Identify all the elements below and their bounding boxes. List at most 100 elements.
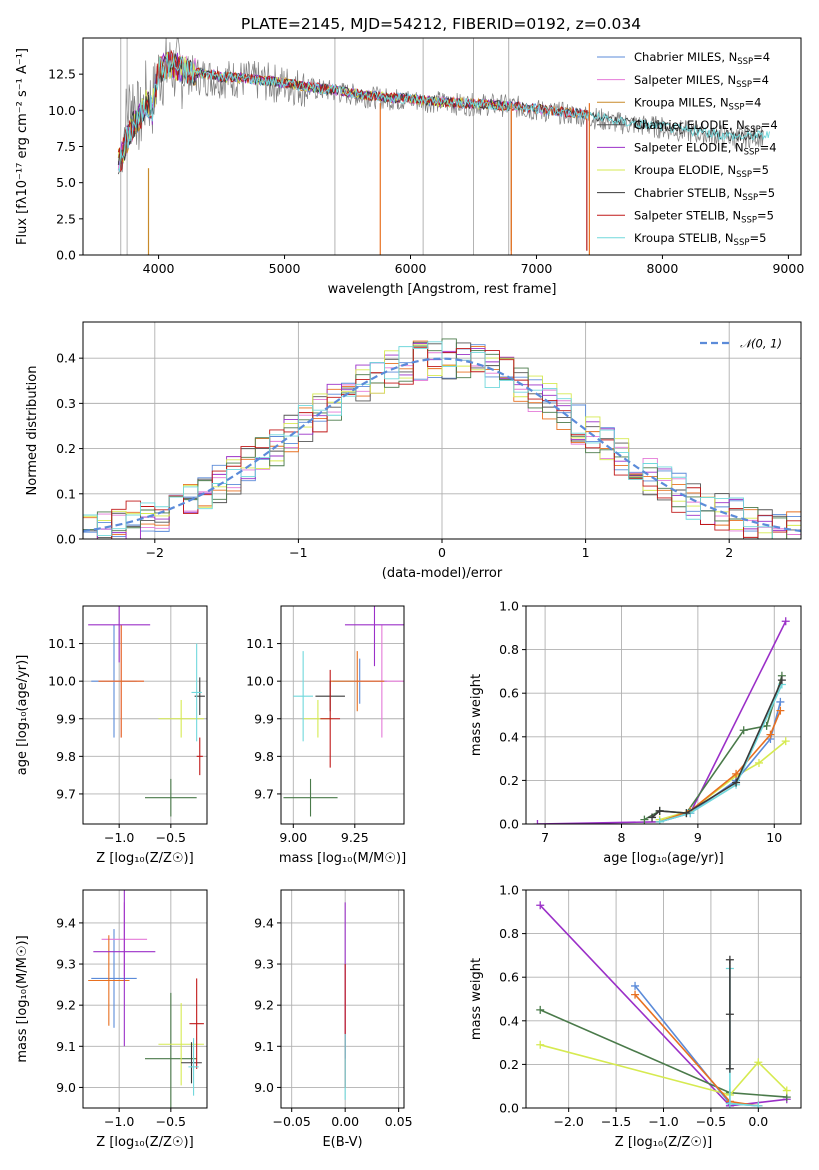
x-tick-label: 0 (438, 545, 446, 560)
weight-marker (781, 617, 790, 626)
x-tick-label: 2 (725, 545, 733, 560)
weight-line (659, 701, 782, 823)
x-axis-label: wavelength [Angstrom, rest frame] (328, 282, 557, 297)
axes-frame (280, 889, 405, 1109)
weight-marker (682, 809, 691, 818)
legend-label-tail: =5 (758, 186, 775, 200)
weight-marker (533, 820, 542, 824)
y-tick-label: 9.2 (254, 998, 274, 1013)
legend-label-main: Salpeter ELODIE, N (634, 141, 744, 155)
x-tick-label: −2.0 (553, 1114, 583, 1129)
y-tick-label: 0.1 (56, 486, 76, 501)
y-tick-label: 0.8 (499, 926, 519, 941)
panel-spectrum: 4000 5000 6000 7000 8000 9000 0.0 2.5 5.0 7.5 10.0… (15, 37, 804, 297)
axes-frame (82, 889, 208, 1109)
plot-area (88, 890, 204, 1108)
legend-label: Kroupa ELODIE, NSSP=5 (634, 163, 769, 180)
y-tick-label: 9.0 (56, 1080, 76, 1095)
weight-line (634, 994, 759, 1107)
y-tick-label: 0.6 (499, 686, 519, 701)
x-tick-label: −0.05 (273, 1114, 311, 1129)
legend-label: 𝒩(0, 1) (740, 337, 782, 351)
y-tick-label: 10.0 (48, 103, 76, 118)
legend-label: Salpeter MILES, NSSP=4 (634, 73, 769, 90)
y-tick-label: 0.2 (499, 773, 519, 788)
weight-marker (732, 769, 741, 778)
residual-histogram (83, 344, 801, 539)
y-tick-label: 0.0 (56, 532, 76, 547)
y-tick-label: 12.5 (48, 67, 76, 82)
legend-label-main: Chabrier ELODIE, N (634, 118, 745, 132)
legend-label-main: Chabrier MILES, N (634, 50, 737, 64)
legend-label-main: Salpeter MILES, N (634, 73, 736, 87)
y-axis-label: Flux [fλ10⁻¹⁷ erg cm⁻² s⁻¹ A⁻¹] (15, 48, 30, 245)
x-tick-label: 0.05 (385, 1114, 413, 1129)
x-tick-label: 7000 (521, 261, 553, 276)
legend-label-main: Kroupa MILES, N (634, 95, 729, 109)
axes-frame (280, 605, 405, 825)
legend-label-sub: SSP (737, 57, 753, 67)
weight-marker (725, 1010, 734, 1019)
y-tick-label: 0.0 (499, 1101, 519, 1116)
weight-marker (648, 813, 657, 822)
x-tick-label: 5000 (269, 261, 301, 276)
x-tick-label: −1.0 (648, 1114, 678, 1129)
plot-area (88, 606, 205, 817)
y-tick-label: 9.8 (254, 749, 274, 764)
x-axis-label: age [log₁₀(age/yr)] (603, 851, 724, 866)
y-axis-label: mass [log₁₀(M/M☉)] (15, 935, 30, 1062)
y-tick-label: 9.3 (56, 957, 76, 972)
y-tick-label: 9.4 (56, 915, 76, 930)
legend-label-tail: =4 (760, 141, 777, 155)
weight-marker (655, 806, 664, 815)
x-tick-label: 9 (694, 830, 702, 845)
panel-residuals: −2 −1 0 1 2 0.0 0.1 0.2 0.3 0.4 (data-model)/error… (25, 321, 802, 581)
legend-label-sub: SSP (736, 80, 752, 90)
y-tick-label: 1.0 (499, 883, 519, 898)
weight-marker (655, 817, 664, 824)
legend-label-sub: SSP (742, 193, 758, 203)
weight-marker (754, 758, 763, 767)
plot-area (83, 338, 801, 539)
y-tick-label: 9.1 (56, 1039, 76, 1054)
weight-marker (725, 955, 734, 964)
weight-line (729, 968, 759, 1107)
weight-marker (631, 990, 640, 999)
y-tick-label: 10.1 (48, 636, 76, 651)
x-tick-label: −1.5 (601, 1114, 631, 1129)
y-axis-label: mass weight (469, 958, 484, 1040)
legend-label-sub: SSP (734, 238, 750, 248)
x-tick-label: 0.00 (331, 1114, 359, 1129)
weight-marker (739, 726, 748, 735)
y-tick-label: 0.6 (499, 970, 519, 985)
weight-marker (536, 1040, 545, 1049)
y-tick-label: 0.2 (499, 1057, 519, 1072)
weight-marker (725, 1064, 734, 1073)
weight-marker (640, 815, 649, 824)
y-tick-label: 0.4 (499, 729, 519, 744)
x-tick-label: 4000 (143, 261, 175, 276)
y-axis-label: Normed distribution (25, 366, 40, 496)
x-axis-label: Z [log₁₀(Z/Z☉)] (96, 1135, 193, 1150)
y-tick-label: 0.2 (56, 441, 76, 456)
legend-label-tail: =4 (752, 73, 769, 87)
x-tick-label: 9000 (772, 261, 804, 276)
y-tick-label: 10.0 (48, 674, 76, 689)
legend-label-main: Chabrier STELIB, N (634, 186, 742, 200)
weight-line (634, 985, 759, 1107)
x-tick-label: −0.5 (696, 1114, 726, 1129)
weight-line (659, 684, 783, 823)
legend-label-main: Kroupa STELIB, N (634, 231, 734, 245)
weight-marker (781, 737, 790, 746)
y-tick-label: 9.3 (254, 957, 274, 972)
legend-label-main: Salpeter STELIB, N (634, 208, 741, 222)
normal-curve (83, 357, 801, 533)
plot-area (117, 38, 770, 255)
axes-frame (82, 321, 802, 540)
weight-marker (754, 1058, 763, 1067)
weight-marker (766, 730, 775, 739)
x-tick-label: 8000 (647, 261, 679, 276)
figure-title: PLATE=2145, MJD=54212, FIBERID=0192, z=0… (241, 15, 641, 33)
x-tick-label: 7 (541, 830, 549, 845)
x-tick-label: 6000 (395, 261, 427, 276)
